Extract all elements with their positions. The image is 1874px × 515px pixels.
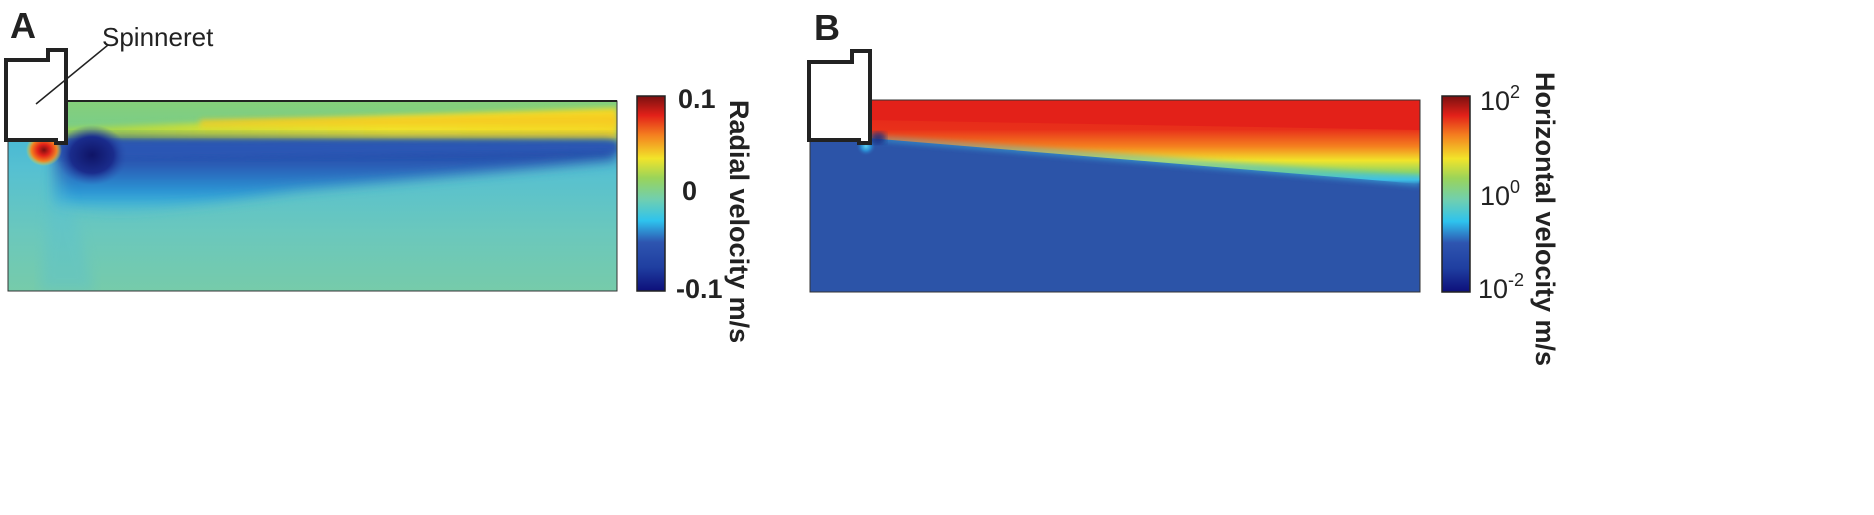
svg-text:102: 102 (1480, 82, 1520, 116)
panel-b-scale-bar (864, 366, 942, 375)
panel-a: A Spinneret 0.1 (4, 5, 754, 375)
panel-a-tick-max: 0.1 (678, 84, 716, 114)
svg-text:100: 100 (1480, 177, 1520, 211)
spinneret-label: Spinneret (102, 22, 214, 52)
panel-b-colorbar (1441, 95, 1471, 293)
panel-a-colorbar (636, 95, 666, 292)
panel-b-field (810, 100, 1420, 292)
panel-b-tick-min: 10-2 (1478, 270, 1524, 304)
spinneret-shape-b (807, 49, 872, 145)
panel-a-field (8, 101, 617, 291)
panel-b-tick-mid: 100 (1480, 177, 1520, 211)
panel-b: B 102 100 10-2 Horizontal v (807, 7, 1560, 375)
panel-a-letter: A (10, 5, 36, 46)
panel-a-tick-min: -0.1 (676, 274, 723, 304)
panel-a-tick-mid: 0 (682, 176, 697, 206)
spinneret-leader-line (35, 44, 109, 105)
spinneret-shape (4, 48, 68, 145)
panel-b-letter: B (814, 7, 840, 48)
panel-a-scale-bar (62, 366, 140, 375)
panel-a-colorbar-title: Radial velocity m/s (724, 100, 754, 343)
panel-b-colorbar-title: Horizontal velocity m/s (1530, 72, 1560, 366)
panel-b-tick-max: 102 (1480, 82, 1520, 116)
svg-text:10-2: 10-2 (1478, 270, 1524, 304)
panel-b-domain-frame (809, 99, 1421, 293)
